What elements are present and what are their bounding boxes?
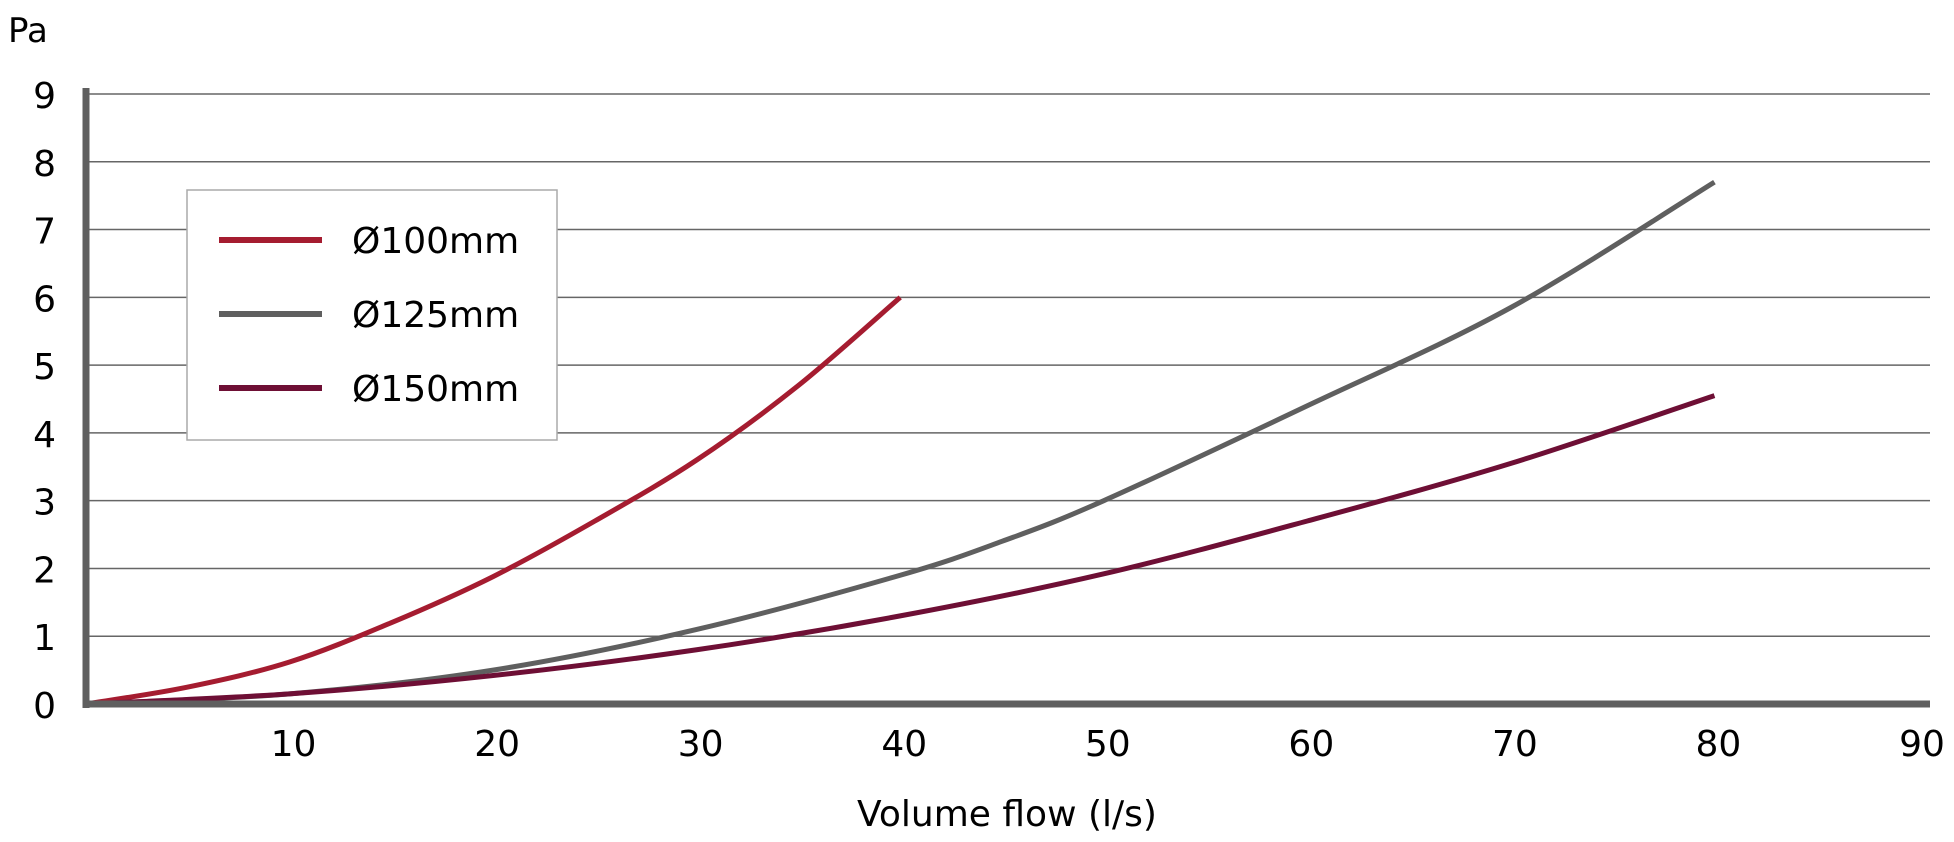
y-tick-label: 9 — [33, 76, 56, 117]
legend-label: Ø100mm — [352, 221, 519, 262]
series-line-0 — [85, 295, 902, 707]
y-axis-label: Pa — [8, 11, 48, 51]
legend-label: Ø150mm — [352, 369, 519, 410]
x-tick-label: 60 — [1288, 724, 1334, 765]
y-tick-label: 1 — [33, 618, 56, 659]
y-tick-label: 8 — [33, 144, 56, 185]
y-tick-label: 6 — [33, 279, 56, 320]
x-tick-label: 10 — [271, 724, 317, 765]
y-tick-label: 7 — [33, 212, 56, 253]
legend-label: Ø125mm — [352, 295, 519, 336]
x-tick-label: 40 — [881, 724, 927, 765]
x-tick-label: 90 — [1899, 724, 1945, 765]
y-tick-label: 2 — [33, 550, 56, 591]
series-lines — [85, 179, 1716, 707]
x-tick-label: 50 — [1085, 724, 1131, 765]
x-tick-label: 20 — [474, 724, 520, 765]
y-tick-label: 4 — [33, 415, 56, 456]
y-tick-label: 5 — [33, 347, 56, 388]
legend: Ø100mm Ø125mm Ø150mm — [186, 189, 558, 441]
y-tick-labels: 0 1 2 3 4 5 6 7 8 9 — [33, 76, 56, 727]
y-tick-label: 3 — [33, 483, 56, 524]
x-tick-label: 30 — [678, 724, 724, 765]
x-tick-label: 70 — [1492, 724, 1538, 765]
x-tick-label: 80 — [1696, 724, 1742, 765]
y-tick-label: 0 — [33, 686, 56, 727]
series-line-2 — [85, 393, 1716, 707]
x-axis-label: Volume flow (l/s) — [857, 794, 1157, 835]
x-tick-labels: 10 20 30 40 50 60 70 80 90 — [271, 724, 1945, 765]
